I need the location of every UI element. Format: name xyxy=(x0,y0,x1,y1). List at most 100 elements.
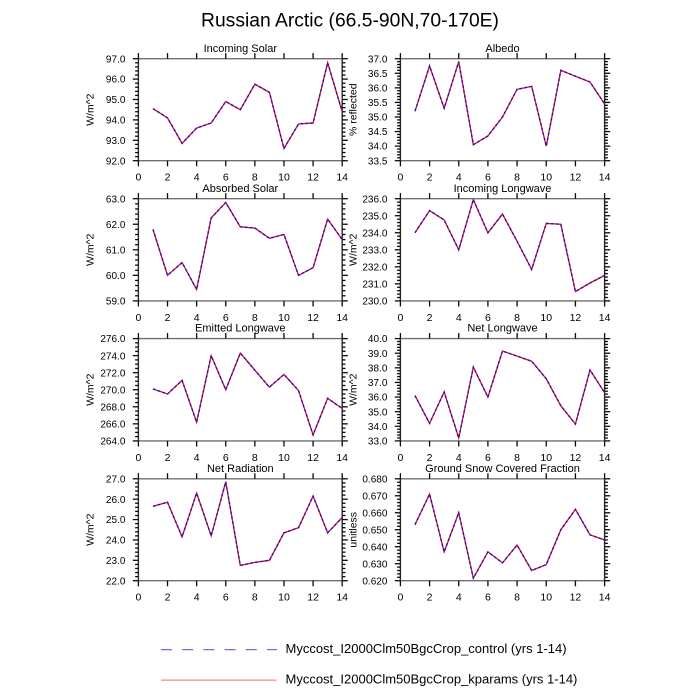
y-tick-label: 0.620 xyxy=(362,576,387,587)
x-tick-label: 4 xyxy=(456,592,462,604)
y-tick-label: 26.0 xyxy=(106,495,126,506)
y-tick-label: 0.640 xyxy=(362,542,387,553)
y-axis-unit-label: W/m^2 xyxy=(348,373,360,406)
x-tick-label: 14 xyxy=(336,312,348,324)
x-tick-label: 10 xyxy=(540,312,552,324)
x-tick-label: 14 xyxy=(336,592,348,604)
x-tick-label: 14 xyxy=(599,452,611,464)
y-tick-label: 22.0 xyxy=(106,576,126,587)
y-tick-label: 62.0 xyxy=(106,220,126,231)
y-tick-label: 34.0 xyxy=(368,422,388,433)
panel-title-albedo: Albedo xyxy=(485,43,519,55)
x-tick-label: 0 xyxy=(397,312,403,324)
y-tick-label: 27.0 xyxy=(106,474,126,485)
y-tick-label: 95.0 xyxy=(106,95,126,106)
x-tick-label: 6 xyxy=(223,172,229,184)
y-tick-label: 23.0 xyxy=(106,556,126,567)
x-tick-label: 2 xyxy=(427,452,433,464)
x-tick-label: 12 xyxy=(307,592,319,604)
x-tick-label: 0 xyxy=(397,452,403,464)
y-tick-label: 270.0 xyxy=(100,385,125,396)
x-tick-label: 8 xyxy=(514,452,520,464)
x-tick-label: 6 xyxy=(223,592,229,604)
x-tick-label: 6 xyxy=(223,452,229,464)
y-tick-label: 33.0 xyxy=(368,437,388,448)
x-tick-label: 12 xyxy=(307,312,319,324)
x-tick-label: 2 xyxy=(427,172,433,184)
y-tick-label: 94.0 xyxy=(106,116,126,127)
y-tick-label: 0.680 xyxy=(362,474,387,485)
x-tick-label: 14 xyxy=(336,452,348,464)
panel-absorbed-solar: 59.0 60.0 61.0 62.0 63.0 0 2 4 6 8 10 12 14 Absorbed … xyxy=(85,183,349,324)
x-tick-label: 2 xyxy=(165,592,171,604)
y-tick-label: 274.0 xyxy=(100,351,125,362)
y-tick-label: 230.0 xyxy=(362,297,387,308)
panel-title-net-radiation: Net Radiation xyxy=(207,463,274,475)
y-tick-label: 40.0 xyxy=(368,334,388,345)
panel-title-ground-snow-covered-fraction: Ground Snow Covered Fraction xyxy=(425,463,580,475)
y-tick-label: 231.0 xyxy=(362,279,387,290)
panel-incoming-solar: 92.0 93.0 94.0 95.0 96.0 97.0 0 2 4 6 8 10 12 14 Incom… xyxy=(85,43,349,184)
series-line-myccost-i2000clm50bgccrop-control xyxy=(414,61,606,147)
x-tick-label: 10 xyxy=(278,592,290,604)
x-tick-label: 0 xyxy=(397,592,403,604)
y-tick-label: 0.670 xyxy=(362,491,387,502)
series-line-myccost-i2000clm50bgccrop-kparams xyxy=(152,201,343,292)
series-line-myccost-i2000clm50bgccrop-kparams xyxy=(152,60,343,151)
x-tick-label: 12 xyxy=(570,172,582,184)
y-tick-label: 235.0 xyxy=(362,211,387,222)
series-line-myccost-i2000clm50bgccrop-control xyxy=(414,197,605,293)
x-tick-label: 12 xyxy=(570,452,582,464)
y-axis-unit-label: W/m^2 xyxy=(348,233,360,266)
legend-label-kparams: Myccost_I2000Clm50BgcCrop_kparams (yrs 1… xyxy=(286,671,578,686)
x-tick-label: 10 xyxy=(278,312,290,324)
y-axis-unit-label: W/m^2 xyxy=(85,373,97,406)
y-axis-unit-label: W/m^2 xyxy=(85,93,97,126)
y-tick-label: 63.0 xyxy=(106,194,126,205)
x-tick-label: 12 xyxy=(307,452,319,464)
x-tick-label: 8 xyxy=(514,172,520,184)
x-tick-label: 12 xyxy=(570,592,582,604)
y-tick-label: 0.650 xyxy=(362,525,387,536)
panel-title-emitted-longwave: Emitted Longwave xyxy=(195,323,286,335)
y-tick-label: 37.0 xyxy=(368,54,388,65)
legend-label-control: Myccost_I2000Clm50BgcCrop_control (yrs 1… xyxy=(286,641,567,656)
series-line-myccost-i2000clm50bgccrop-control xyxy=(152,481,343,567)
y-axis-unit-label: W/m^2 xyxy=(85,513,97,546)
series-line-myccost-i2000clm50bgccrop-control xyxy=(414,350,606,441)
y-tick-label: 60.0 xyxy=(106,271,126,282)
y-tick-label: 35.0 xyxy=(368,113,388,124)
y-tick-label: 24.0 xyxy=(106,536,126,547)
main-title: Russian Arctic (66.5-90N,70-170E) xyxy=(201,10,499,31)
x-tick-label: 14 xyxy=(599,312,611,324)
panel-title-incoming-solar: Incoming Solar xyxy=(204,43,278,55)
x-tick-label: 2 xyxy=(165,312,171,324)
y-tick-label: 36.0 xyxy=(368,393,388,404)
y-tick-label: 36.5 xyxy=(368,69,388,80)
x-tick-label: 14 xyxy=(599,172,611,184)
x-tick-label: 4 xyxy=(456,312,462,324)
x-tick-label: 6 xyxy=(223,312,229,324)
y-tick-label: 233.0 xyxy=(362,245,387,256)
x-tick-label: 0 xyxy=(135,172,141,184)
x-tick-label: 14 xyxy=(599,592,611,604)
y-tick-label: 93.0 xyxy=(106,136,126,147)
series-line-myccost-i2000clm50bgccrop-kparams xyxy=(152,481,343,567)
panel-emitted-longwave: 264.0 266.0 268.0 270.0 272.0 274.0 276.0 0 2 4 6 8… xyxy=(85,323,349,464)
x-tick-label: 10 xyxy=(540,452,552,464)
panel-grid: 92.0 93.0 94.0 95.0 96.0 97.0 0 2 4 6 8 10 12 14 Incom… xyxy=(85,43,611,604)
x-tick-label: 6 xyxy=(485,592,491,604)
legend: Myccost_I2000Clm50BgcCrop_control (yrs 1… xyxy=(161,641,578,686)
series-line-myccost-i2000clm50bgccrop-kparams xyxy=(414,492,605,581)
y-tick-label: 34.5 xyxy=(368,127,388,138)
y-tick-label: 232.0 xyxy=(362,262,387,273)
x-tick-label: 0 xyxy=(135,312,141,324)
x-tick-label: 0 xyxy=(135,452,141,464)
x-tick-label: 10 xyxy=(540,172,552,184)
y-tick-label: 0.630 xyxy=(362,559,387,570)
x-tick-label: 2 xyxy=(427,312,433,324)
x-tick-label: 12 xyxy=(307,172,319,184)
x-tick-label: 10 xyxy=(540,592,552,604)
y-tick-label: 266.0 xyxy=(100,419,125,430)
